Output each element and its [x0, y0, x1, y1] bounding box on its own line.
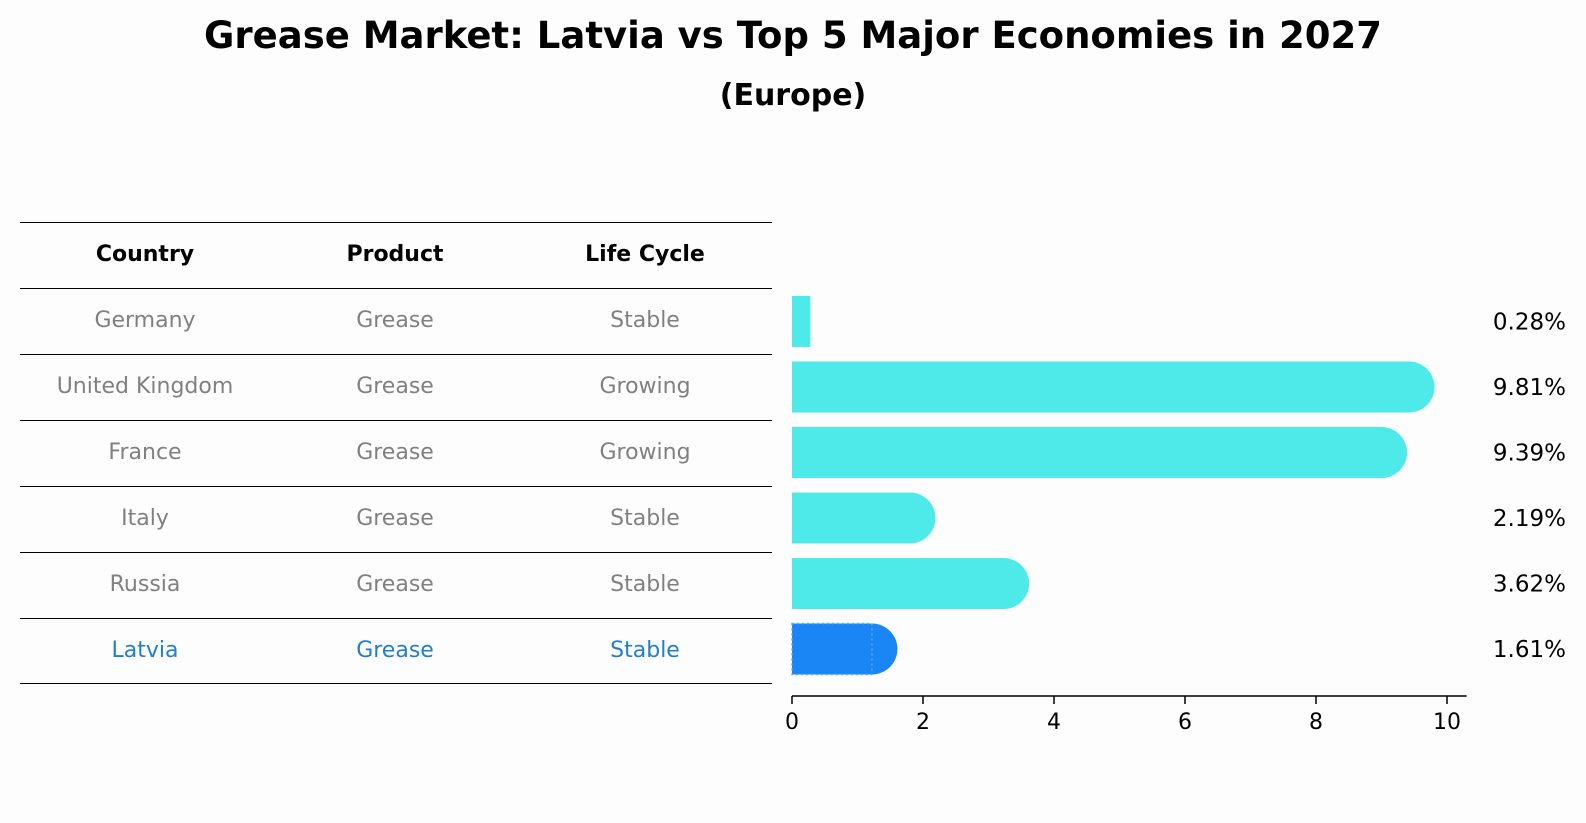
header-life-cycle: Life Cycle	[585, 242, 705, 267]
chart-title: Grease Market: Latvia vs Top 5 Major Eco…	[204, 14, 1382, 57]
bar	[792, 361, 1435, 413]
data-label: 2.19%	[1493, 506, 1566, 532]
cell-product: Grease	[356, 638, 434, 663]
header-country: Country	[95, 242, 195, 267]
data-label: 1.61%	[1493, 637, 1566, 663]
cell-life-cycle: Growing	[599, 440, 691, 465]
x-tick-label: 8	[1309, 710, 1323, 735]
cell-life-cycle: Stable	[610, 572, 680, 597]
data-table: Country Product Life Cycle Germany Greas…	[20, 222, 772, 684]
data-label: 9.39%	[1493, 441, 1566, 467]
x-tick-label: 2	[916, 710, 930, 735]
cell-product: Grease	[356, 374, 434, 399]
x-tick-label: 0	[785, 710, 799, 735]
cell-country: United Kingdom	[56, 374, 234, 399]
x-tick-label: 10	[1433, 710, 1461, 735]
cell-life-cycle: Stable	[610, 506, 680, 531]
table-row: Russia Grease Stable	[20, 552, 772, 618]
cell-life-cycle: Growing	[599, 374, 691, 399]
cell-product: Grease	[356, 308, 434, 333]
table-row: France Grease Growing	[20, 420, 772, 486]
cell-life-cycle: Stable	[610, 308, 680, 333]
cell-product: Grease	[356, 572, 434, 597]
bar	[792, 296, 811, 347]
cell-life-cycle: Stable	[610, 638, 680, 663]
bar	[792, 492, 936, 544]
cell-country: France	[108, 440, 182, 465]
table-row: Germany Grease Stable	[20, 288, 772, 354]
header-product: Product	[346, 242, 444, 267]
table-header-row: Country Product Life Cycle	[20, 222, 772, 288]
bar	[792, 427, 1408, 478]
bar	[792, 558, 1030, 609]
data-label: 9.81%	[1493, 375, 1566, 401]
cell-country: Russia	[109, 572, 181, 597]
bar	[792, 623, 898, 675]
cell-country: Latvia	[111, 638, 179, 663]
x-tick-label: 6	[1178, 710, 1192, 735]
table-row: United Kingdom Grease Growing	[20, 354, 772, 420]
bar-hatch	[791, 622, 873, 676]
chart-subtitle: (Europe)	[719, 78, 867, 113]
cell-product: Grease	[356, 440, 434, 465]
data-label: 0.28%	[1493, 310, 1566, 336]
table-row-highlighted: Latvia Grease Stable	[20, 618, 772, 684]
data-label: 3.62%	[1493, 572, 1566, 598]
cell-country: Italy	[121, 506, 169, 531]
cell-country: Germany	[94, 308, 196, 333]
cell-product: Grease	[356, 506, 434, 531]
x-tick-label: 4	[1047, 710, 1061, 735]
table-row: Italy Grease Stable	[20, 486, 772, 552]
